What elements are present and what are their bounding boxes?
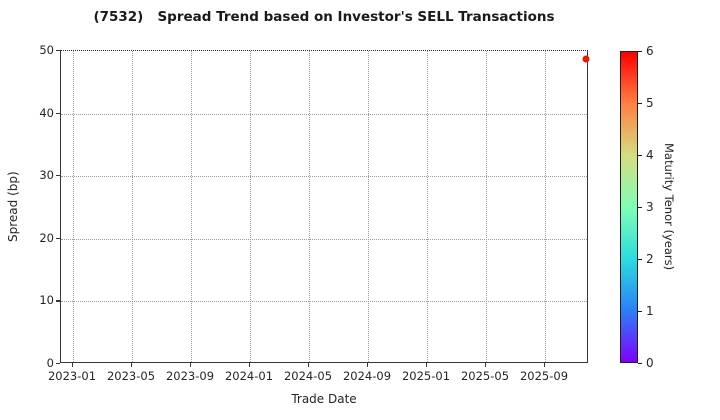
colorbar-tick-mark <box>638 103 642 105</box>
x-axis-label: Trade Date <box>291 392 357 406</box>
x-tick-mark <box>190 363 192 367</box>
plot-area <box>60 50 588 363</box>
x-tick-mark <box>485 363 487 367</box>
y-tick-mark <box>56 237 60 239</box>
x-gridline <box>191 51 192 362</box>
x-tick-mark <box>426 363 428 367</box>
x-gridline <box>486 51 487 362</box>
x-tick-mark <box>249 363 251 367</box>
x-tick-mark <box>72 363 74 367</box>
x-gridline <box>132 51 133 362</box>
colorbar-tick-label: 2 <box>646 252 654 266</box>
colorbar-tick-mark <box>638 51 642 53</box>
y-tick-label: 0 <box>46 356 54 370</box>
colorbar-tick-mark <box>638 363 642 365</box>
x-gridline <box>368 51 369 362</box>
x-gridline <box>427 51 428 362</box>
colorbar-tick-mark <box>638 207 642 209</box>
x-tick-label: 2025-09 <box>519 369 569 383</box>
y-tick-label: 20 <box>39 230 54 245</box>
x-tick-label: 2023-05 <box>106 369 156 383</box>
y-tick-mark <box>56 50 60 52</box>
colorbar-tick-mark <box>638 311 642 313</box>
x-tick-label: 2024-05 <box>283 369 333 383</box>
y-tick-label: 30 <box>39 168 54 183</box>
y-tick-mark <box>56 175 60 177</box>
x-tick-mark <box>131 363 133 367</box>
colorbar-tick-label: 3 <box>646 200 654 214</box>
x-tick-label: 2025-01 <box>401 369 451 383</box>
y-tick-mark <box>56 112 60 114</box>
data-point <box>582 55 590 63</box>
y-tick-mark <box>56 300 60 302</box>
colorbar-tick-label: 5 <box>646 96 654 110</box>
y-gridline <box>61 301 587 303</box>
colorbar-tick-mark <box>638 155 642 157</box>
colorbar-tick-label: 4 <box>646 148 654 162</box>
x-tick-mark <box>544 363 546 367</box>
y-axis-label: Spread (bp) <box>6 171 20 242</box>
colorbar-tick-mark <box>638 259 642 261</box>
y-gridline <box>61 238 587 240</box>
y-gridline <box>61 176 587 178</box>
colorbar-tick-label: 6 <box>646 44 654 58</box>
x-gridline <box>73 51 74 362</box>
x-tick-mark <box>308 363 310 367</box>
x-tick-label: 2025-05 <box>460 369 510 383</box>
chart-title: (7532) Spread Trend based on Investor's … <box>93 9 555 25</box>
x-tick-label: 2023-09 <box>165 369 215 383</box>
x-gridline <box>250 51 251 362</box>
y-gridline <box>61 113 587 115</box>
x-tick-label: 2024-09 <box>342 369 392 383</box>
x-gridline <box>545 51 546 362</box>
x-tick-label: 2023-01 <box>47 369 97 383</box>
x-gridline <box>309 51 310 362</box>
colorbar-label: Maturity Tenor (years) <box>662 143 676 271</box>
x-tick-label: 2024-01 <box>224 369 274 383</box>
y-tick-label: 10 <box>39 293 54 308</box>
y-tick-label: 40 <box>39 105 54 120</box>
y-tick-mark <box>56 363 60 365</box>
colorbar <box>620 51 638 363</box>
x-tick-mark <box>367 363 369 367</box>
colorbar-tick-label: 1 <box>646 304 654 318</box>
colorbar-tick-label: 0 <box>646 356 654 370</box>
y-tick-label: 50 <box>39 43 54 57</box>
